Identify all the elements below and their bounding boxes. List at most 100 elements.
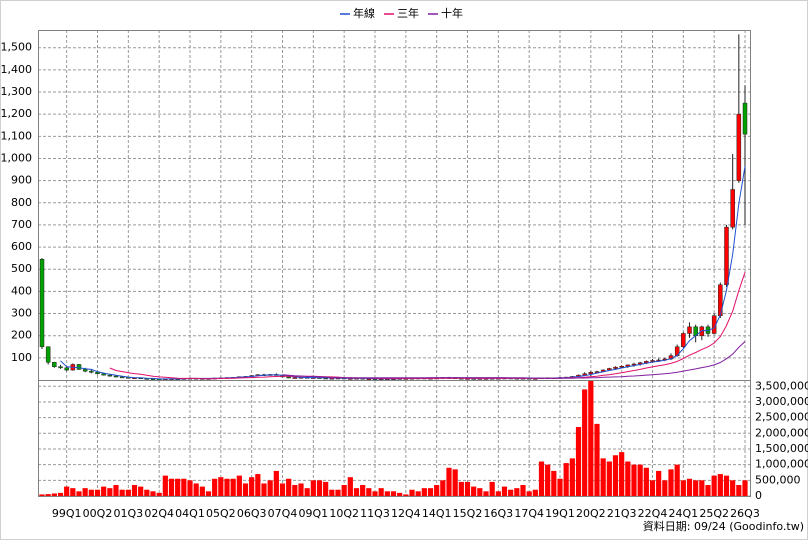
volume-bar xyxy=(51,493,57,496)
y-tick-label: 1,100 xyxy=(1,129,33,142)
legend-label: 年線 xyxy=(353,6,375,20)
volume-bar xyxy=(224,478,230,496)
volume-bar xyxy=(242,483,249,496)
volume-bar xyxy=(236,475,242,496)
volume-bar xyxy=(168,478,175,496)
x-tick-label: 15Q2 xyxy=(453,507,483,520)
x-tick-label: 26Q3 xyxy=(730,507,760,520)
candle-body xyxy=(681,333,686,348)
volume-bar xyxy=(286,478,292,496)
volume-bar xyxy=(341,485,347,496)
volume-bar xyxy=(582,389,588,496)
volume-bar xyxy=(483,491,489,496)
volume-bar xyxy=(107,488,113,496)
volume-bar xyxy=(415,491,421,496)
candle-body xyxy=(95,371,100,375)
x-tick-label: 25Q2 xyxy=(699,507,729,520)
volume-bar xyxy=(594,423,600,496)
x-tick-label: 11Q3 xyxy=(360,507,390,520)
candle-body xyxy=(52,362,57,367)
volume-bar xyxy=(94,489,101,496)
volume-bar xyxy=(255,474,261,496)
x-tick-label: 12Q4 xyxy=(391,507,421,520)
volume-bar xyxy=(193,483,199,496)
y-tick-label: 3,000,000 xyxy=(755,395,808,408)
y-tick-label: 1,500,000 xyxy=(755,442,808,455)
volume-bar xyxy=(563,463,569,496)
volume-bar xyxy=(575,427,582,496)
volume-bar xyxy=(680,480,686,496)
candle-body xyxy=(724,226,729,285)
volume-bar xyxy=(711,475,717,496)
volume-bar xyxy=(372,491,378,496)
volume-bar xyxy=(495,491,501,496)
volume-bar xyxy=(144,489,150,496)
candle-body xyxy=(292,377,298,379)
y-tick-label: 1,000,000 xyxy=(755,458,808,471)
volume-bar xyxy=(82,488,88,496)
volume-bar xyxy=(637,464,643,496)
volume-bar xyxy=(187,480,193,496)
y-tick-label: 500 xyxy=(11,262,32,275)
volume-bar xyxy=(76,491,82,496)
y-tick-label: 2,500,000 xyxy=(755,411,808,424)
candle-body xyxy=(39,259,45,348)
volume-bar xyxy=(730,480,736,496)
legend-label: 十年 xyxy=(441,6,463,20)
y-tick-label: 200 xyxy=(11,329,32,342)
volume-bar xyxy=(403,494,409,496)
x-tick-label: 00Q2 xyxy=(83,507,113,520)
x-tick-label: 17Q4 xyxy=(514,507,544,520)
candle-body xyxy=(742,102,748,135)
candle-body xyxy=(76,364,82,370)
volume-bar xyxy=(551,470,557,496)
ma-line xyxy=(109,272,746,380)
volume-bar xyxy=(742,480,748,496)
y-tick-label: 900 xyxy=(11,174,32,187)
y-tick-label: 400 xyxy=(11,284,32,297)
volume-bar xyxy=(440,480,446,496)
candle-body xyxy=(64,367,69,371)
volume-bar xyxy=(230,478,236,496)
volume-bar xyxy=(477,488,483,496)
volume-bar xyxy=(674,464,680,496)
y-tick-label: 0 xyxy=(755,489,762,502)
volume-bar xyxy=(273,470,279,496)
x-tick-label: 02Q4 xyxy=(144,507,174,520)
volume-bar xyxy=(360,485,366,496)
x-tick-label: 07Q4 xyxy=(268,507,298,520)
candle-body xyxy=(89,370,94,373)
y-tick-label: 300 xyxy=(11,307,32,320)
x-tick-label: 10Q2 xyxy=(329,507,359,520)
volume-panel-frame xyxy=(38,380,751,497)
candle-body xyxy=(119,376,125,379)
x-tick-label: 09Q1 xyxy=(299,507,329,520)
candle-body xyxy=(594,371,600,373)
volume-bar xyxy=(588,380,594,496)
volume-bar xyxy=(353,488,360,496)
volume-bar xyxy=(643,467,649,496)
candle-body xyxy=(619,366,624,368)
y-tick-label: 1,200 xyxy=(1,107,33,120)
volume-bar xyxy=(668,469,674,496)
x-tick-label: 99Q1 xyxy=(52,507,82,520)
x-tick-label: 20Q2 xyxy=(576,507,606,520)
y-tick-label: 1,500 xyxy=(1,41,33,54)
y-tick-label: 600 xyxy=(11,240,32,253)
volume-bar xyxy=(347,477,353,496)
volume-bar xyxy=(421,488,427,496)
x-tick-label: 04Q1 xyxy=(175,507,205,520)
candle-body xyxy=(687,326,692,334)
volume-bar xyxy=(57,492,64,496)
volume-bar xyxy=(292,485,298,496)
candle-body xyxy=(588,371,594,375)
volume-bar xyxy=(205,491,212,496)
y-tick-label: 1,400 xyxy=(1,63,33,76)
volume-bar xyxy=(329,489,335,496)
volume-bar xyxy=(279,483,286,496)
volume-bar xyxy=(612,455,619,496)
volume-bar xyxy=(705,485,711,496)
volume-bar xyxy=(378,488,384,496)
volume-bar xyxy=(452,469,458,496)
volume-bar xyxy=(384,491,390,496)
